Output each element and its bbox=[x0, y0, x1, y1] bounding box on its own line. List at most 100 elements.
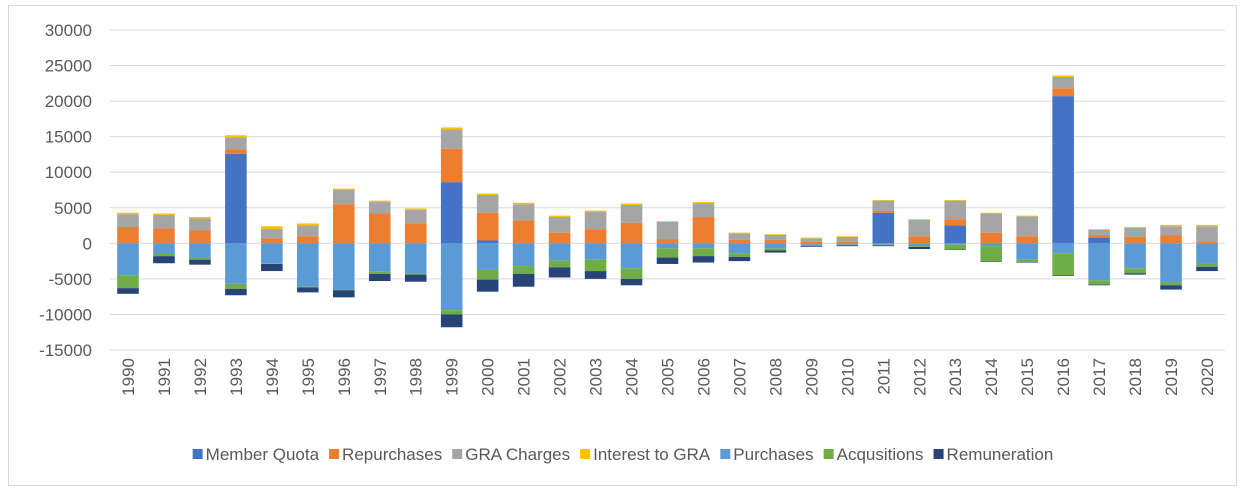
bar-segment bbox=[1196, 226, 1218, 242]
bar-segment bbox=[225, 243, 247, 284]
bar-segment bbox=[872, 212, 895, 244]
bar-segment bbox=[944, 244, 967, 250]
bar-segment bbox=[1088, 243, 1110, 281]
bar-segment bbox=[656, 248, 679, 258]
x-tick-label: 1994 bbox=[263, 358, 282, 396]
bar-segment bbox=[548, 260, 571, 268]
bar-segment bbox=[764, 250, 787, 253]
bar-segment bbox=[944, 199, 967, 201]
x-tick-label: 1997 bbox=[371, 358, 390, 396]
legend-label: GRA Charges bbox=[465, 445, 570, 464]
bar-segment bbox=[1088, 235, 1110, 238]
bar-segment bbox=[225, 288, 247, 296]
bar-segment bbox=[836, 243, 859, 245]
bar-segment bbox=[620, 278, 643, 286]
bar-segment bbox=[440, 243, 463, 311]
bar-segment bbox=[261, 229, 283, 239]
bar-segment bbox=[297, 223, 319, 226]
bar-segment bbox=[728, 239, 751, 244]
bar-segment bbox=[333, 243, 355, 290]
bar-segment bbox=[620, 243, 643, 269]
bar-segment bbox=[1052, 275, 1074, 277]
bar-segment bbox=[800, 241, 823, 244]
bar-segment bbox=[153, 228, 175, 244]
bar-segment bbox=[1016, 215, 1038, 217]
x-tick-label: 2000 bbox=[479, 358, 498, 396]
bar-segment bbox=[297, 243, 319, 287]
bar-segment bbox=[1160, 285, 1182, 290]
bar-segment bbox=[404, 243, 427, 274]
y-tick-label: 0 bbox=[83, 234, 92, 253]
x-tick-label: 2006 bbox=[694, 358, 713, 396]
bar-segment bbox=[1088, 284, 1110, 286]
x-tick-label: 2017 bbox=[1090, 358, 1109, 396]
bar-segment bbox=[1016, 236, 1038, 244]
bar-segment bbox=[476, 240, 499, 244]
bar-segment bbox=[944, 249, 967, 250]
bar-segment bbox=[908, 246, 931, 250]
bar-segment bbox=[800, 243, 823, 245]
bar-segment bbox=[1088, 229, 1110, 230]
bar-segment bbox=[872, 245, 895, 247]
legend-swatch bbox=[580, 449, 591, 459]
bar-segment bbox=[1088, 280, 1110, 285]
y-tick-label: -10000 bbox=[39, 305, 92, 324]
x-tick-label: 2009 bbox=[802, 358, 821, 396]
bar-segment bbox=[1052, 76, 1074, 89]
bar-segment bbox=[764, 234, 787, 240]
bar-segment bbox=[836, 236, 859, 237]
bar-segment bbox=[800, 237, 823, 239]
bar-segment bbox=[764, 239, 787, 244]
bar-segment bbox=[1052, 253, 1074, 276]
bar-segment bbox=[1052, 243, 1074, 254]
bar-segment bbox=[440, 314, 463, 328]
x-tick-label: 2007 bbox=[730, 358, 749, 396]
x-tick-label: 2018 bbox=[1126, 358, 1145, 396]
x-tick-label: 2012 bbox=[910, 358, 929, 396]
bar-segment bbox=[584, 229, 607, 244]
bar-segment bbox=[476, 193, 499, 195]
x-tick-label: 1998 bbox=[407, 358, 426, 396]
bar-segment bbox=[512, 220, 535, 244]
bar-segment bbox=[1160, 235, 1182, 244]
bar-segment bbox=[153, 256, 175, 264]
bar-segment bbox=[225, 135, 247, 138]
x-tick-label: 2004 bbox=[623, 358, 642, 396]
bar-segment bbox=[440, 148, 463, 183]
bar-segment bbox=[944, 219, 967, 226]
bar-segment bbox=[656, 221, 679, 222]
bar-segment bbox=[872, 200, 895, 211]
bar-segment bbox=[944, 200, 967, 220]
legend-swatch bbox=[823, 449, 834, 459]
bar-segment bbox=[368, 273, 391, 282]
x-tick-label: 2013 bbox=[946, 358, 965, 396]
bar-segment bbox=[1160, 226, 1182, 236]
bar-segment bbox=[620, 204, 643, 223]
bar-segment bbox=[836, 245, 859, 247]
legend-label: Member Quota bbox=[206, 445, 320, 464]
bar-segment bbox=[512, 204, 535, 221]
bar-segment bbox=[333, 289, 355, 291]
legend-label: Repurchases bbox=[342, 445, 442, 464]
bar-segment bbox=[800, 244, 823, 247]
bar-segment bbox=[333, 204, 355, 244]
legend-swatch bbox=[329, 449, 340, 459]
bar-segment bbox=[1124, 226, 1146, 228]
bar-segment bbox=[656, 257, 679, 264]
bar-segment bbox=[333, 190, 355, 205]
bar-segment bbox=[980, 246, 1002, 262]
x-tick-label: 1996 bbox=[335, 358, 354, 396]
y-tick-label: 15000 bbox=[45, 128, 92, 147]
bar-segment bbox=[620, 222, 643, 244]
bar-segment bbox=[872, 244, 895, 246]
bar-segment bbox=[1124, 273, 1146, 275]
bar-segment bbox=[368, 271, 391, 274]
bar-segment bbox=[548, 217, 571, 233]
bar-segment bbox=[1124, 243, 1146, 269]
legend: Member Quota Repurchases GRA Charges Intere… bbox=[192, 445, 1053, 464]
bar-segment bbox=[297, 287, 319, 293]
x-tick-label: 2015 bbox=[1018, 358, 1037, 396]
x-tick-label: 2008 bbox=[766, 358, 785, 396]
bar-segment bbox=[1088, 237, 1110, 244]
y-tick-label: 25000 bbox=[45, 57, 92, 76]
